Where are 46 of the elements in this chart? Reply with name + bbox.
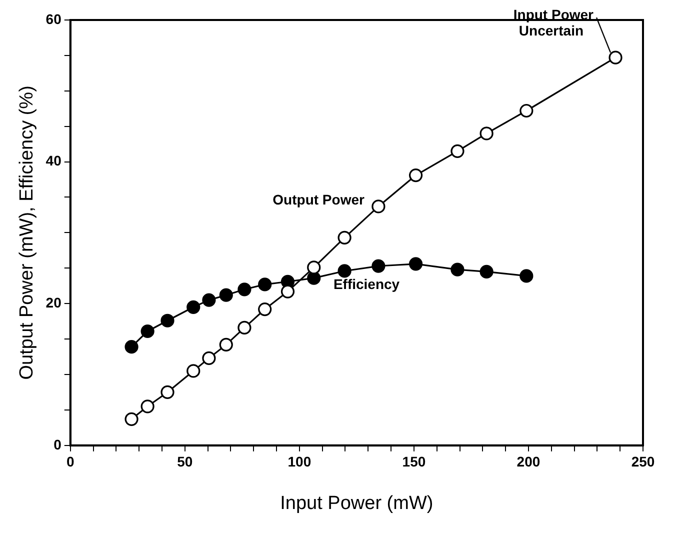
point — [480, 126, 494, 140]
point — [338, 230, 352, 244]
point — [307, 260, 321, 274]
point — [307, 271, 321, 285]
y-tick-label: 60 — [46, 10, 62, 27]
point — [202, 351, 216, 365]
x-tick-label: 100 — [288, 454, 312, 470]
x-tick-label: 200 — [516, 454, 540, 470]
point — [160, 385, 174, 400]
point — [520, 104, 534, 118]
point — [450, 144, 464, 158]
point — [372, 200, 386, 214]
y-axis-title: Output Power (mW), Efficiency (%) — [16, 86, 38, 380]
series-label: Efficiency — [333, 276, 400, 292]
point — [258, 278, 272, 292]
point — [408, 257, 423, 271]
point — [338, 264, 352, 278]
point — [219, 288, 233, 302]
x-tick-label: 250 — [631, 454, 655, 470]
point — [238, 320, 252, 335]
series-label: Output Power — [272, 191, 365, 208]
y-tick-label: 0 — [54, 436, 62, 452]
point — [450, 262, 464, 276]
point — [160, 314, 174, 328]
point — [186, 300, 200, 314]
x-axis-title: Input Power (mW) — [280, 492, 434, 514]
y-tick-label: 20 — [46, 294, 62, 310]
point — [280, 284, 295, 298]
x-tick-label: 150 — [402, 454, 426, 470]
point — [372, 259, 386, 273]
point — [140, 400, 154, 414]
x-tick-label: 0 — [66, 454, 74, 470]
point — [186, 364, 200, 378]
point — [520, 269, 534, 283]
y-tick-label: 40 — [46, 152, 62, 169]
point — [219, 338, 233, 352]
point — [258, 302, 272, 316]
point — [480, 264, 494, 278]
point — [124, 412, 138, 426]
point — [238, 282, 252, 296]
x-tick-label: 50 — [177, 454, 193, 470]
point — [124, 340, 138, 354]
point — [608, 50, 622, 64]
point — [140, 324, 154, 338]
point — [202, 293, 216, 307]
point — [408, 168, 423, 182]
